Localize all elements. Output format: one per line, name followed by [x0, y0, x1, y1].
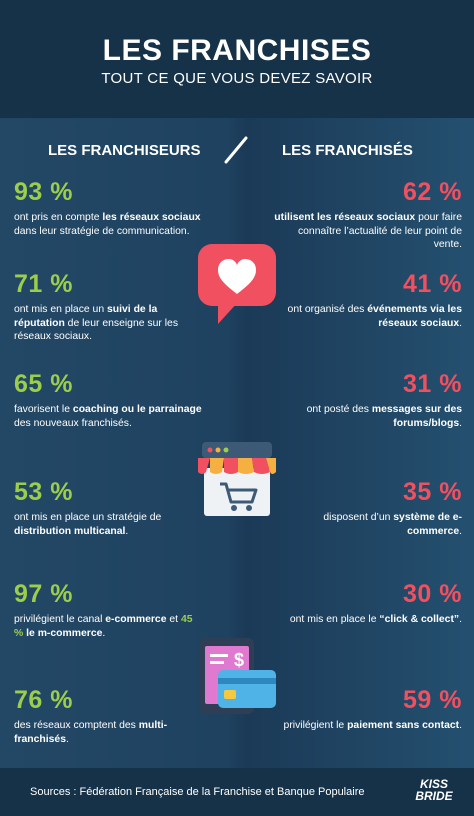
svg-text:$: $ — [234, 650, 244, 670]
stat-description: privilégient le canal e-commerce et 45 %… — [14, 614, 193, 639]
stat-description: utilisent les réseaux sociaux pour faire… — [274, 212, 462, 250]
right-stat-5: 30 % ont mis en place le “click & collec… — [270, 580, 462, 627]
stat-percentage: 30 % — [403, 580, 462, 608]
stat-description: disposent d’un système de e-commerce. — [323, 512, 462, 537]
stat-percentage: 62 % — [403, 178, 462, 206]
stat-description: ont organisé des événements via les rése… — [287, 304, 462, 329]
stat-description: ont mis en place le “click & collect”. — [289, 614, 462, 625]
column-title-franchises: LES FRANCHISÉS — [282, 142, 413, 159]
stat-percentage: 71 % — [14, 270, 73, 298]
left-stat-5: 97 % privilégient le canal e-commerce et… — [14, 580, 204, 640]
stat-percentage: 76 % — [14, 686, 73, 714]
stat-percentage: 41 % — [403, 270, 462, 298]
right-stat-2: 41 % ont organisé des événements via les… — [270, 270, 462, 330]
stat-percentage: 93 % — [14, 178, 73, 206]
stat-description: ont mis en place un suivi de la réputati… — [14, 304, 179, 342]
left-stat-6: 76 % des réseaux comptent des multi-fran… — [14, 686, 204, 746]
sources-text: Sources : Fédération Française de la Fra… — [30, 786, 365, 798]
right-stat-6: 59 % privilégient le paiement sans conta… — [270, 686, 462, 733]
stat-percentage: 35 % — [403, 478, 462, 506]
footer: Sources : Fédération Française de la Fra… — [0, 768, 474, 816]
left-stat-4: 53 % ont mis en place un stratégie de di… — [14, 478, 204, 538]
stat-percentage: 59 % — [403, 686, 462, 714]
kissbride-logo: KISS BRIDE — [415, 777, 453, 803]
right-stat-3: 31 % ont posté des messages sur des foru… — [270, 370, 462, 430]
right-stat-4: 35 % disposent d’un système de e-commerc… — [270, 478, 462, 538]
heart-like-icon — [198, 244, 276, 324]
slash-divider — [224, 136, 248, 164]
phone-card-payment-icon: $ — [200, 638, 276, 714]
left-stat-1: 93 % ont pris en compte les réseaux soci… — [14, 178, 204, 238]
stat-description: ont pris en compte les réseaux sociaux d… — [14, 212, 201, 237]
stat-percentage: 65 % — [14, 370, 73, 398]
stat-description: des réseaux comptent des multi-franchisé… — [14, 720, 168, 745]
stat-description: favorisent le coaching ou le parrainage … — [14, 404, 202, 429]
header: LES FRANCHISES TOUT CE QUE VOUS DEVEZ SA… — [0, 0, 474, 118]
stat-description: privilégient le paiement sans contact. — [283, 720, 462, 731]
stat-percentage: 31 % — [403, 370, 462, 398]
shop-cart-icon — [198, 442, 276, 516]
page-subtitle: TOUT CE QUE VOUS DEVEZ SAVOIR — [101, 70, 373, 87]
stat-percentage: 53 % — [14, 478, 73, 506]
page-title: LES FRANCHISES — [102, 34, 372, 67]
left-stat-3: 65 % favorisent le coaching ou le parrai… — [14, 370, 204, 430]
left-stat-2: 71 % ont mis en place un suivi de la rép… — [14, 270, 204, 344]
column-title-franchiseurs: LES FRANCHISEURS — [48, 142, 201, 159]
stat-description: ont posté des messages sur des forums/bl… — [306, 404, 462, 429]
right-stat-1: 62 % utilisent les réseaux sociaux pour … — [270, 178, 462, 252]
stat-percentage: 97 % — [14, 580, 73, 608]
stat-description: ont mis en place un stratégie de distrib… — [14, 512, 162, 537]
